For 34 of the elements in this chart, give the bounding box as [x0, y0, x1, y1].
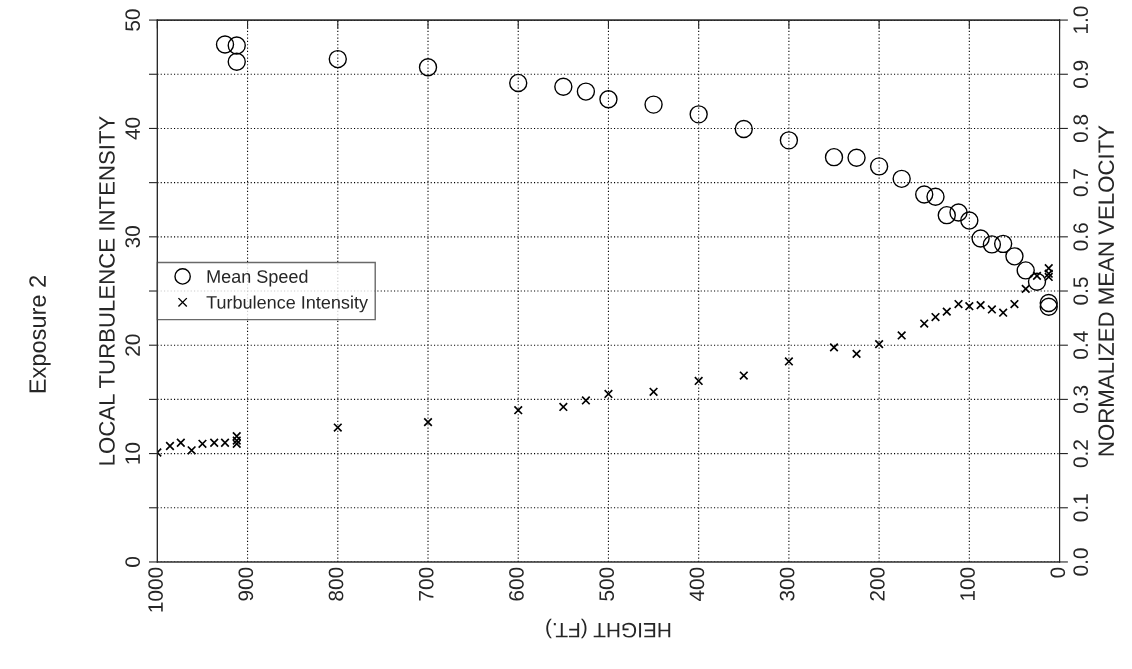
y-tick-label: 0	[125, 556, 141, 567]
y2-tick-label: 0.8	[1073, 114, 1089, 143]
y-tick-label: 40	[125, 117, 141, 140]
text: Exposure 2	[29, 275, 51, 393]
y2-tick-label: 0.3	[1073, 385, 1089, 414]
x-tick-label: 0	[1050, 567, 1066, 578]
x-tick-label: 300	[779, 567, 795, 601]
x-tick-label: 400	[689, 567, 705, 602]
y-axis-title: LOCAL TURBULENCE INTENSITY	[99, 116, 115, 465]
y-tick-label: 10	[125, 442, 141, 464]
x-tick-label: 100	[960, 567, 975, 600]
y2-tick-label: 0.6	[1073, 223, 1089, 251]
x-tick-label: 600	[509, 567, 524, 601]
y2-tick-label: 0.4	[1073, 331, 1089, 359]
legend-label: Mean Speed	[207, 269, 308, 287]
x-tick-label: 1000	[148, 567, 163, 612]
y2-tick-label: 0.5	[1073, 277, 1089, 305]
y2-tick-label: 0.0	[1073, 548, 1089, 576]
y2-axis-title: NORMALIZED MEAN VELOCITY	[1098, 125, 1115, 456]
x-tick-label: 800	[328, 567, 344, 601]
x-tick-label: 900	[238, 567, 254, 601]
y2-tick-label: 0.7	[1073, 169, 1089, 197]
y2-tick-label: 0.1	[1073, 494, 1089, 522]
x-tick-label: 200	[869, 567, 885, 601]
x-axis-title: HEIGHT (FT.)	[546, 618, 671, 639]
y2-tick-label: 0.9	[1073, 60, 1089, 88]
y-tick-label: 30	[125, 226, 141, 248]
x-tick-label: 500	[599, 567, 615, 601]
y2-tick-label: 0.2	[1073, 440, 1089, 468]
y-tick-label: 50	[125, 9, 141, 31]
legend-label: Turbulence Intensity	[206, 295, 368, 313]
y2-tick-label: 1.0	[1073, 6, 1089, 33]
x-tick-label: 700	[418, 567, 434, 601]
y-tick-label: 20	[125, 334, 141, 356]
